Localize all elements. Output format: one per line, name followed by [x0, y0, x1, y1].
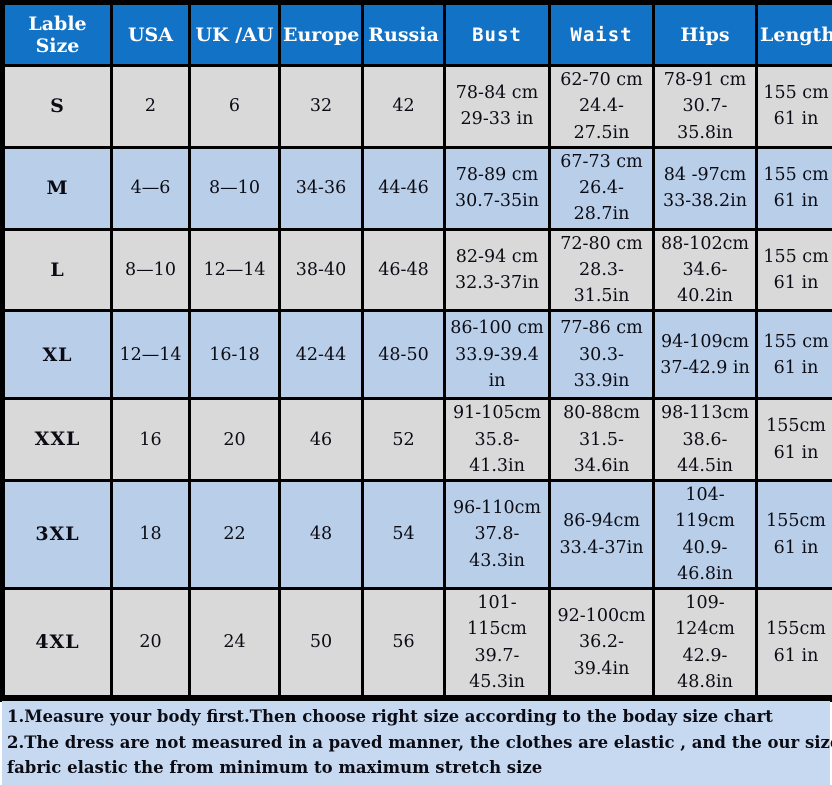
- size-row-l: L 8—10 12—14 38-40 46-48 82-94 cm 32.3-3…: [4, 229, 832, 311]
- table-cell: 42-44: [280, 311, 363, 399]
- table-cell: 155cm 61 in: [757, 399, 832, 481]
- table-cell: 52: [363, 399, 445, 481]
- size-label-cell: L: [4, 229, 112, 311]
- size-row-s: S 2 6 32 42 78-84 cm 29-33 in 62-70 cm 2…: [4, 66, 832, 148]
- table-cell: 86-94cm 33.4-37in: [550, 481, 654, 589]
- table-cell: 109-124cm 42.9-48.8in: [654, 589, 757, 697]
- size-label-cell: M: [4, 147, 112, 229]
- col-header-russia: Russia: [363, 4, 445, 66]
- table-cell: 84 -97cm 33-38.2in: [654, 147, 757, 229]
- table-cell: 78-89 cm 30.7-35in: [445, 147, 550, 229]
- table-cell: 4—6: [112, 147, 190, 229]
- table-cell: 46: [280, 399, 363, 481]
- table-cell: 18: [112, 481, 190, 589]
- table-cell: 38-40: [280, 229, 363, 311]
- note-line-3: fabric elastic the from minimum to maxim…: [7, 755, 825, 781]
- size-row-m: M 4—6 8—10 34-36 44-46 78-89 cm 30.7-35i…: [4, 147, 832, 229]
- col-header-lable-size: Lable Size: [4, 4, 112, 66]
- table-cell: 32: [280, 66, 363, 148]
- table-cell: 94-109cm 37-42.9 in: [654, 311, 757, 399]
- table-cell: 155 cm 61 in: [757, 147, 832, 229]
- table-cell: 80-88cm 31.5-34.6in: [550, 399, 654, 481]
- table-cell: 8—10: [190, 147, 280, 229]
- table-cell: 155 cm 61 in: [757, 311, 832, 399]
- table-cell: 77-86 cm 30.3-33.9in: [550, 311, 654, 399]
- table-cell: 155 cm 61 in: [757, 229, 832, 311]
- measurement-notes: 1.Measure your body first.Then choose ri…: [2, 698, 830, 785]
- table-cell: 50: [280, 589, 363, 697]
- size-label-cell: XL: [4, 311, 112, 399]
- table-cell: 78-84 cm 29-33 in: [445, 66, 550, 148]
- size-label-cell: 3XL: [4, 481, 112, 589]
- table-cell: 16-18: [190, 311, 280, 399]
- table-cell: 92-100cm 36.2-39.4in: [550, 589, 654, 697]
- table-cell: 16: [112, 399, 190, 481]
- col-header-length: Length: [757, 4, 832, 66]
- size-row-xxl: XXL 16 20 46 52 91-105cm 35.8-41.3in 80-…: [4, 399, 832, 481]
- table-cell: 82-94 cm 32.3-37in: [445, 229, 550, 311]
- size-label-cell: XXL: [4, 399, 112, 481]
- size-label-cell: 4XL: [4, 589, 112, 697]
- table-cell: 155cm 61 in: [757, 589, 832, 697]
- col-header-hips: Hips: [654, 4, 757, 66]
- table-cell: 42: [363, 66, 445, 148]
- table-cell: 22: [190, 481, 280, 589]
- size-table: Lable Size USA UK /AU Europe Russia Bust…: [2, 2, 832, 698]
- table-cell: 104-119cm 40.9-46.8in: [654, 481, 757, 589]
- col-header-waist: Waist: [550, 4, 654, 66]
- col-header-bust: Bust: [445, 4, 550, 66]
- table-cell: 101-115cm 39.7-45.3in: [445, 589, 550, 697]
- table-cell: 12—14: [190, 229, 280, 311]
- table-cell: 88-102cm 34.6-40.2in: [654, 229, 757, 311]
- col-header-uk-au: UK /AU: [190, 4, 280, 66]
- table-cell: 62-70 cm 24.4-27.5in: [550, 66, 654, 148]
- table-cell: 54: [363, 481, 445, 589]
- size-row-xl: XL 12—14 16-18 42-44 48-50 86-100 cm 33.…: [4, 311, 832, 399]
- table-cell: 155cm 61 in: [757, 481, 832, 589]
- table-cell: 72-80 cm 28.3-31.5in: [550, 229, 654, 311]
- table-cell: 20: [190, 399, 280, 481]
- note-line-1: 1.Measure your body first.Then choose ri…: [7, 704, 825, 730]
- table-cell: 2: [112, 66, 190, 148]
- table-cell: 78-91 cm 30.7-35.8in: [654, 66, 757, 148]
- col-header-europe: Europe: [280, 4, 363, 66]
- table-cell: 48: [280, 481, 363, 589]
- table-cell: 56: [363, 589, 445, 697]
- table-cell: 91-105cm 35.8-41.3in: [445, 399, 550, 481]
- size-row-4xl: 4XL 20 24 50 56 101-115cm 39.7-45.3in 92…: [4, 589, 832, 697]
- table-cell: 8—10: [112, 229, 190, 311]
- table-cell: 96-110cm 37.8-43.3in: [445, 481, 550, 589]
- table-cell: 20: [112, 589, 190, 697]
- note-line-2: 2.The dress are not measured in a paved …: [7, 730, 825, 756]
- col-header-usa: USA: [112, 4, 190, 66]
- table-cell: 48-50: [363, 311, 445, 399]
- size-chart: Lable Size USA UK /AU Europe Russia Bust…: [0, 0, 832, 702]
- size-row-3xl: 3XL 18 22 48 54 96-110cm 37.8-43.3in 86-…: [4, 481, 832, 589]
- table-cell: 34-36: [280, 147, 363, 229]
- header-row: Lable Size USA UK /AU Europe Russia Bust…: [4, 4, 832, 66]
- table-cell: 44-46: [363, 147, 445, 229]
- table-cell: 12—14: [112, 311, 190, 399]
- table-cell: 46-48: [363, 229, 445, 311]
- table-cell: 86-100 cm 33.9-39.4 in: [445, 311, 550, 399]
- size-label-cell: S: [4, 66, 112, 148]
- table-cell: 24: [190, 589, 280, 697]
- table-cell: 6: [190, 66, 280, 148]
- table-cell: 98-113cm 38.6-44.5in: [654, 399, 757, 481]
- table-cell: 67-73 cm 26.4-28.7in: [550, 147, 654, 229]
- table-cell: 155 cm 61 in: [757, 66, 832, 148]
